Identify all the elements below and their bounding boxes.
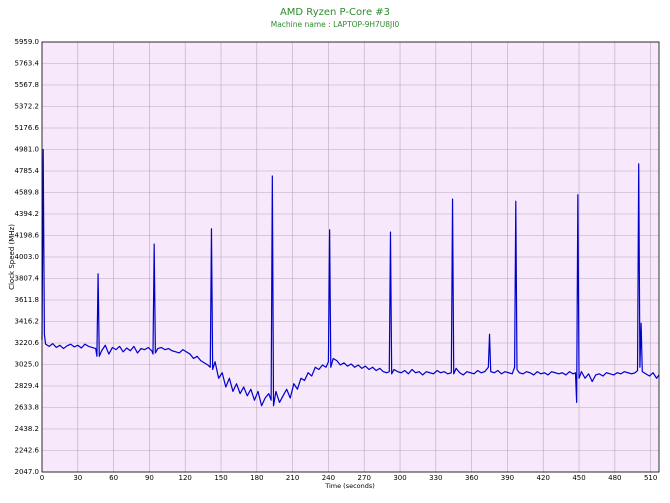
x-tick-label: 330 [429, 474, 442, 482]
x-tick-label: 420 [537, 474, 550, 482]
y-tick-label: 4003.0 [15, 253, 40, 261]
chart-subtitle: Machine name : LAPTOP-9H7U8JI0 [271, 20, 400, 29]
x-tick-label: 360 [465, 474, 478, 482]
y-tick-label: 3807.4 [15, 275, 40, 283]
y-tick-label: 5567.8 [15, 81, 40, 89]
x-tick-label: 450 [572, 474, 585, 482]
x-tick-label: 180 [250, 474, 263, 482]
y-tick-label: 5372.2 [15, 103, 40, 111]
y-tick-label: 3025.0 [15, 361, 40, 369]
y-tick-label: 2633.8 [15, 404, 40, 412]
y-tick-label: 2829.4 [15, 382, 40, 390]
y-tick-label: 4394.2 [15, 210, 40, 218]
y-tick-label: 3611.8 [15, 296, 40, 304]
y-tick-label: 4198.6 [15, 232, 40, 240]
x-tick-label: 0 [40, 474, 44, 482]
x-tick-label: 210 [286, 474, 299, 482]
y-tick-label: 4589.8 [15, 189, 40, 197]
x-tick-label: 120 [179, 474, 192, 482]
y-tick-label: 2438.2 [15, 425, 40, 433]
x-axis-label: Time (seconds) [324, 482, 375, 490]
x-tick-label: 60 [109, 474, 118, 482]
y-tick-label: 2242.6 [15, 447, 40, 455]
y-axis-label: Clock Speed (MHz) [8, 224, 16, 290]
y-tick-label: 3220.6 [15, 339, 40, 347]
chart-title: AMD Ryzen P-Core #3 [280, 7, 390, 18]
y-tick-label: 3416.2 [15, 318, 40, 326]
x-tick-label: 480 [608, 474, 621, 482]
x-tick-label: 90 [145, 474, 154, 482]
x-tick-label: 510 [644, 474, 657, 482]
plot-border [41, 41, 660, 473]
y-tick-label: 5176.6 [15, 124, 40, 132]
y-tick-label: 2047.0 [15, 468, 40, 476]
y-tick-label: 4785.4 [15, 167, 40, 175]
y-tick-label: 5959.0 [15, 38, 40, 46]
x-tick-label: 270 [358, 474, 371, 482]
x-tick-label: 150 [214, 474, 227, 482]
x-tick-label: 30 [73, 474, 82, 482]
y-tick-label: 4981.0 [15, 146, 40, 154]
x-tick-label: 240 [322, 474, 335, 482]
y-tick-label: 5763.4 [15, 60, 40, 68]
x-tick-label: 300 [393, 474, 406, 482]
x-tick-label: 390 [501, 474, 514, 482]
data-line [41, 148, 660, 407]
